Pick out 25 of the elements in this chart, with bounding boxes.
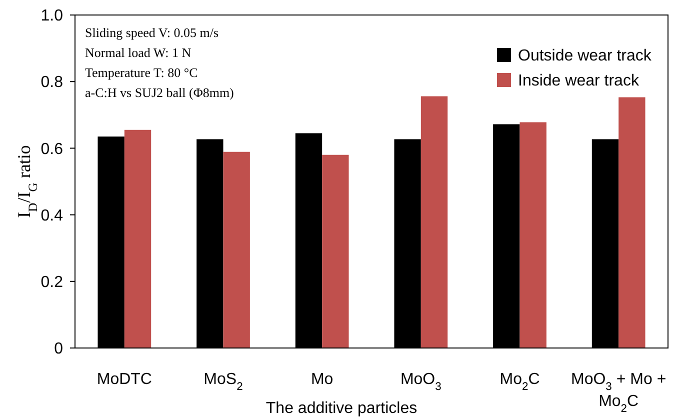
bar (223, 152, 250, 348)
bar (124, 130, 152, 348)
x-tick-label: Mo$_{2}$C (500, 371, 540, 393)
y-tick-label: 0.8 (40, 74, 64, 92)
bar (520, 122, 546, 348)
x-tick-label: MoS$_{2}$ (204, 371, 243, 393)
annotation: a-C:H vs SUJ2 ball (Φ8mm) (85, 85, 234, 100)
y-tick-label: 0.2 (40, 274, 64, 291)
x-tick-label: MoO$_{3}$ + Mo + Mo$_{2}$C (571, 371, 666, 415)
legend-label: Inside wear track (518, 72, 640, 90)
y-tick-label: 0.6 (40, 140, 64, 158)
x-axis-title: The additive particles (266, 400, 418, 417)
annotation: Sliding speed V: 0.05 m/s (85, 25, 218, 40)
annotation: Temperature T: 80 °C (85, 65, 198, 80)
y-tick-label: 0 (54, 340, 64, 358)
y-tick-label: 1.0 (40, 8, 64, 25)
legend-label: Outside wear track (518, 48, 652, 65)
annotation: Normal load W: 1 N (85, 45, 192, 60)
x-tick-label: MoO$_{3}$ (400, 371, 442, 393)
bar (618, 97, 646, 348)
bar (420, 96, 448, 348)
bar (322, 154, 349, 348)
y-tick-label: 0.4 (40, 207, 64, 224)
x-tick-label: Mo (310, 371, 334, 388)
x-tick-label: MoDTC (96, 371, 152, 388)
